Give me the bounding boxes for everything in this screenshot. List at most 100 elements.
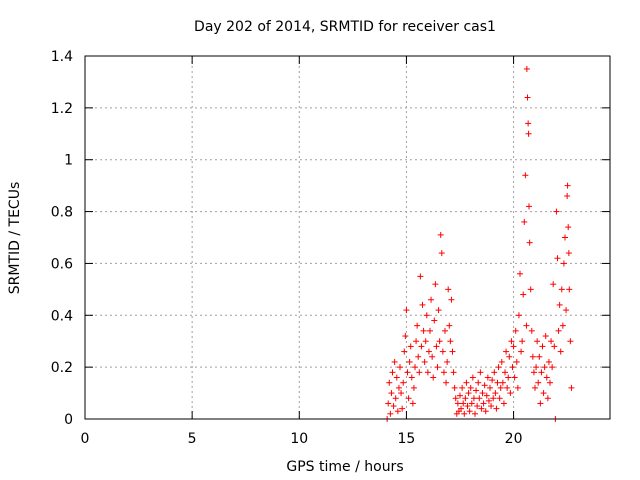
data-point-0-24 bbox=[409, 400, 416, 407]
axis-ticks: 0 5 10 15 20 0 0.2 0.4 0.6 0.8 1 1.2 1.4 bbox=[51, 49, 610, 447]
data-point-0-150 bbox=[541, 364, 548, 371]
data-point-0-104 bbox=[495, 364, 502, 371]
data-point-0-134 bbox=[525, 130, 532, 137]
data-point-0-78 bbox=[467, 384, 474, 391]
data-point-0-127 bbox=[520, 291, 527, 298]
y-tick-label-7: 1.4 bbox=[51, 49, 73, 65]
data-point-0-91 bbox=[481, 382, 488, 389]
data-point-0-99 bbox=[490, 395, 497, 402]
data-point-0-63 bbox=[451, 384, 458, 391]
plot-frame bbox=[84, 55, 611, 420]
data-point-0-139 bbox=[529, 353, 536, 360]
data-point-0-70 bbox=[459, 384, 466, 391]
data-point-0-39 bbox=[425, 348, 432, 355]
data-point-0-145 bbox=[536, 353, 543, 360]
data-point-0-2 bbox=[386, 379, 393, 386]
data-point-0-153 bbox=[544, 395, 551, 402]
data-point-0-17 bbox=[402, 333, 409, 340]
data-point-0-151 bbox=[542, 333, 549, 340]
data-point-0-83 bbox=[473, 387, 480, 394]
data-point-0-161 bbox=[553, 208, 560, 215]
data-point-0-92 bbox=[482, 408, 489, 415]
data-point-0-37 bbox=[423, 312, 430, 319]
data-point-0-173 bbox=[565, 224, 572, 231]
data-point-0-61 bbox=[449, 348, 456, 355]
data-point-0-155 bbox=[547, 379, 553, 386]
data-point-0-6 bbox=[390, 403, 397, 410]
data-point-0-106 bbox=[497, 384, 504, 391]
data-point-0-64 bbox=[452, 395, 459, 402]
data-point-0-49 bbox=[436, 338, 443, 345]
data-point-0-117 bbox=[509, 364, 516, 371]
data-point-0-13 bbox=[398, 390, 405, 397]
data-point-0-21 bbox=[406, 358, 413, 365]
y-tick-label-0: 0 bbox=[64, 412, 73, 428]
data-point-0-36 bbox=[422, 338, 429, 345]
data-point-0-175 bbox=[566, 286, 573, 293]
data-point-0-73 bbox=[462, 395, 469, 402]
data-point-0-105 bbox=[496, 395, 503, 402]
data-point-0-163 bbox=[555, 327, 562, 334]
data-point-0-74 bbox=[463, 379, 470, 386]
data-point-0-88 bbox=[478, 405, 485, 412]
data-point-0-58 bbox=[446, 322, 453, 329]
scatter-points bbox=[384, 65, 575, 422]
data-point-0-141 bbox=[532, 384, 538, 391]
data-point-0-122 bbox=[514, 384, 521, 391]
data-point-0-137 bbox=[527, 286, 534, 293]
data-point-0-94 bbox=[484, 374, 491, 381]
data-point-0-77 bbox=[466, 408, 473, 415]
data-point-0-126 bbox=[519, 338, 526, 345]
data-point-0-29 bbox=[415, 353, 422, 360]
data-point-0-142 bbox=[533, 364, 540, 371]
data-point-0-85 bbox=[475, 379, 482, 386]
data-point-0-22 bbox=[407, 343, 414, 350]
data-point-0-14 bbox=[399, 405, 406, 412]
data-point-0-138 bbox=[528, 327, 535, 334]
data-point-0-54 bbox=[442, 327, 448, 334]
y-tick-label-1: 0.2 bbox=[51, 360, 73, 376]
data-point-0-107 bbox=[498, 358, 505, 365]
data-point-0-31 bbox=[417, 273, 424, 280]
data-point-0-146 bbox=[537, 400, 544, 407]
data-point-0-62 bbox=[450, 369, 457, 376]
data-point-0-162 bbox=[554, 255, 561, 262]
data-point-0-114 bbox=[506, 353, 513, 360]
data-point-0-4 bbox=[388, 390, 395, 397]
data-point-0-68 bbox=[457, 392, 463, 399]
data-point-0-102 bbox=[493, 405, 500, 412]
data-point-0-33 bbox=[419, 301, 426, 308]
data-point-0-3 bbox=[387, 410, 394, 417]
x-tick-label-0: 0 bbox=[81, 431, 90, 447]
data-point-0-35 bbox=[421, 358, 428, 365]
data-point-0-57 bbox=[445, 286, 452, 293]
data-point-0-170 bbox=[563, 307, 570, 314]
data-point-0-116 bbox=[508, 338, 515, 345]
data-point-0-124 bbox=[517, 270, 523, 277]
data-point-0-20 bbox=[405, 395, 412, 402]
data-point-0-10 bbox=[394, 408, 401, 415]
data-point-0-95 bbox=[485, 397, 492, 404]
data-point-0-109 bbox=[500, 400, 507, 407]
x-tick-label-1: 5 bbox=[188, 431, 197, 447]
data-point-0-132 bbox=[524, 94, 531, 101]
data-point-0-38 bbox=[424, 369, 431, 376]
data-point-0-59 bbox=[447, 338, 454, 345]
data-point-0-76 bbox=[465, 390, 472, 397]
data-point-0-140 bbox=[530, 369, 537, 376]
data-point-0-111 bbox=[503, 348, 510, 355]
data-point-0-96 bbox=[487, 384, 493, 391]
data-point-0-25 bbox=[410, 384, 417, 391]
x-tick-label-4: 20 bbox=[505, 431, 523, 447]
y-tick-label-5: 1 bbox=[64, 153, 73, 169]
data-point-0-144 bbox=[535, 379, 542, 386]
data-point-0-103 bbox=[494, 379, 501, 386]
data-point-0-12 bbox=[397, 364, 403, 371]
data-point-0-56 bbox=[444, 358, 451, 365]
data-point-0-60 bbox=[448, 296, 455, 303]
data-point-0-128 bbox=[521, 218, 528, 225]
data-point-0-159 bbox=[551, 343, 558, 350]
data-point-0-26 bbox=[412, 364, 418, 371]
data-point-0-119 bbox=[511, 374, 518, 381]
data-point-0-15 bbox=[400, 379, 407, 386]
